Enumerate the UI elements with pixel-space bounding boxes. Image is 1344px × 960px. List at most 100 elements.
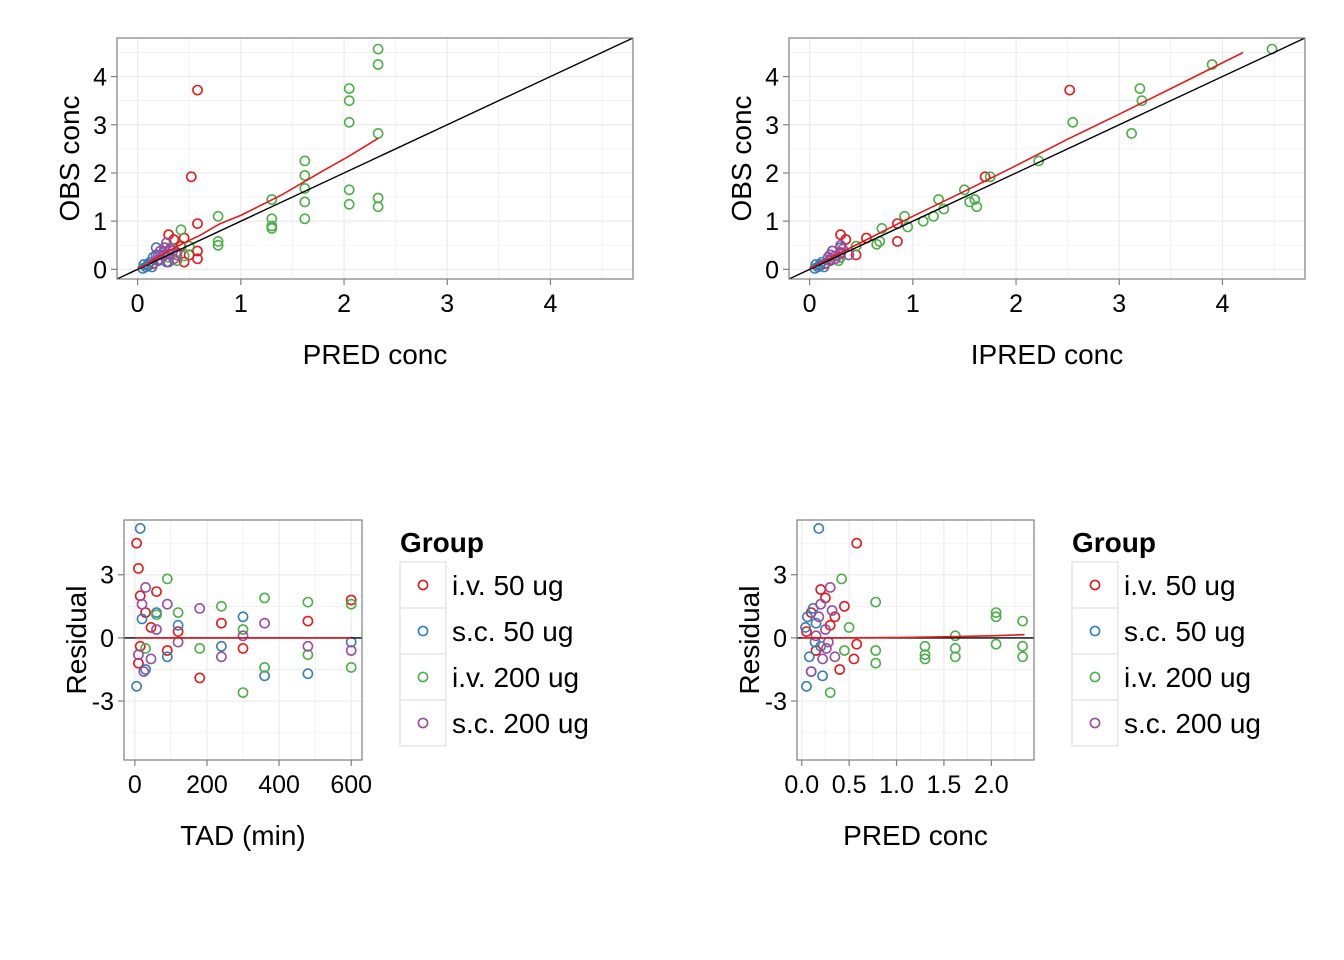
legend-key xyxy=(399,653,447,701)
data-point xyxy=(172,619,184,631)
axes: 0.0 0.5 1.0 1.5 2.0 -3 0 3 PRED conc Residual xyxy=(734,562,1009,851)
data-point xyxy=(299,196,311,208)
data-point xyxy=(810,630,822,642)
data-point xyxy=(810,617,822,629)
data-point xyxy=(345,598,357,610)
smooth-trend-line xyxy=(137,137,379,270)
x-tick-label: 1 xyxy=(234,290,248,318)
data-point xyxy=(302,640,314,652)
data-point xyxy=(161,645,173,656)
data-point xyxy=(919,653,931,665)
data-point xyxy=(870,645,882,656)
data-point xyxy=(834,664,846,675)
y-tick-label: 3 xyxy=(100,562,114,590)
gridlines xyxy=(789,38,1305,279)
data-point xyxy=(971,201,983,213)
legend-key-symbol xyxy=(417,579,429,591)
y-tick-label: 1 xyxy=(93,208,107,236)
data-point xyxy=(138,666,150,677)
data-point xyxy=(949,651,961,663)
x-tick-label: 200 xyxy=(186,771,228,799)
legend-key xyxy=(399,607,447,655)
data-point xyxy=(237,630,249,642)
legend-entry-label: s.c. 50 ug xyxy=(1124,616,1245,647)
data-point xyxy=(302,668,314,680)
data-point xyxy=(299,213,311,225)
data-point xyxy=(1017,615,1028,627)
legend-key xyxy=(399,561,447,609)
data-point xyxy=(848,653,860,665)
data-point xyxy=(990,607,1002,618)
data-point xyxy=(194,643,206,654)
panel-border xyxy=(116,37,634,280)
legend-key xyxy=(1071,607,1119,655)
data-point xyxy=(161,573,173,585)
data-point xyxy=(801,680,812,692)
data-point xyxy=(212,210,224,222)
data-point xyxy=(302,615,314,627)
panel-border xyxy=(796,519,1035,761)
data-point xyxy=(161,598,173,610)
data-point xyxy=(259,592,270,604)
y-tick-label: 4 xyxy=(93,64,107,92)
data-point xyxy=(1064,84,1076,96)
data-point xyxy=(343,95,355,107)
data-point xyxy=(178,250,190,262)
data-point xyxy=(829,611,841,623)
x-tick-label: 2 xyxy=(337,290,351,318)
series-group_sc200 xyxy=(805,582,841,677)
legend-entry-label: i.v. 50 ug xyxy=(452,570,564,601)
data-point xyxy=(136,613,148,625)
data-point xyxy=(140,664,151,675)
x-axis-title: TAD (min) xyxy=(180,820,305,851)
data-point xyxy=(802,611,813,623)
data-point xyxy=(131,680,142,692)
data-point xyxy=(259,662,270,673)
legend-key-symbol xyxy=(417,671,429,683)
data-point xyxy=(345,594,357,606)
data-point xyxy=(817,670,828,682)
data-point xyxy=(215,651,227,663)
data-point xyxy=(829,651,841,663)
axes: 0 200 400 600 -3 0 3 TAD (min) Residual xyxy=(61,562,372,851)
legend-entry-label: s.c. 200 ug xyxy=(1124,708,1261,739)
data-point xyxy=(145,622,157,633)
legend-key xyxy=(1071,699,1119,747)
x-tick-label: 400 xyxy=(258,771,300,799)
data-point xyxy=(843,622,855,633)
data-point xyxy=(372,201,384,213)
x-tick-label: 2.0 xyxy=(974,771,1009,799)
data-point xyxy=(237,611,249,623)
data-point xyxy=(990,611,1002,623)
data-point xyxy=(824,582,836,593)
chart-panel-residual-vs-tad: 0 200 400 600 -3 0 3 TAD (min) Residual xyxy=(61,519,372,851)
data-point xyxy=(136,598,148,610)
series-group_iv200 xyxy=(140,573,357,698)
data-point xyxy=(990,638,1002,650)
data-point xyxy=(835,229,846,241)
data-point xyxy=(151,624,162,635)
data-point xyxy=(175,224,187,236)
data-point xyxy=(964,196,975,208)
data-point xyxy=(266,222,278,234)
data-point xyxy=(237,643,249,654)
data-point xyxy=(132,563,144,574)
data-point xyxy=(871,238,883,250)
series-group_iv200 xyxy=(833,43,1278,267)
legend-key-symbol xyxy=(417,625,429,637)
chart-panel-obs-vs-ipred: 0 1 2 3 4 0 1 2 3 4 IPRED conc OBS conc xyxy=(726,37,1306,370)
data-point xyxy=(870,657,882,669)
data-point xyxy=(145,653,157,665)
legend-entry-label: i.v. 200 ug xyxy=(452,662,579,693)
data-point xyxy=(215,600,227,612)
y-tick-label: 2 xyxy=(765,160,779,188)
data-point xyxy=(345,645,357,656)
y-tick-label: 2 xyxy=(93,160,107,188)
data-point xyxy=(134,523,146,534)
data-point xyxy=(1126,127,1137,139)
x-tick-label: 4 xyxy=(543,290,557,318)
data-point xyxy=(212,235,224,247)
legend-key xyxy=(399,699,447,747)
x-tick-label: 0 xyxy=(131,290,145,318)
data-point xyxy=(919,640,931,652)
